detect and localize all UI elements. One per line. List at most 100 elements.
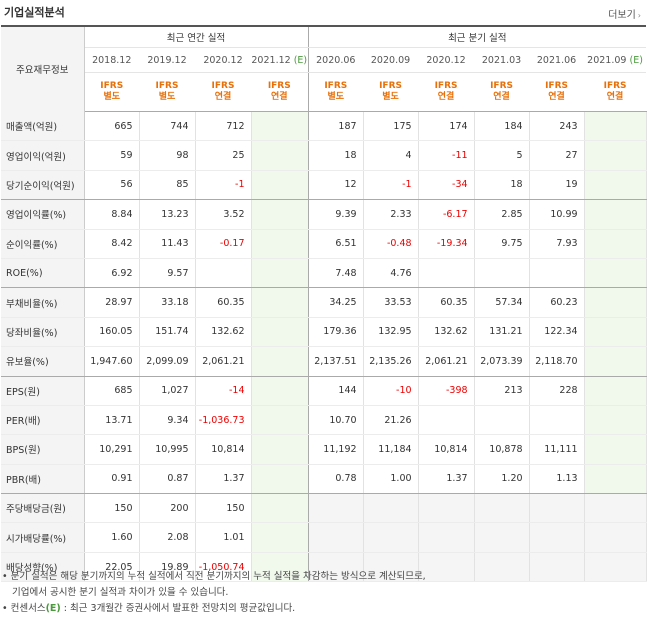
cell-quarter: 228 <box>529 376 585 406</box>
cell-quarter: 34.25 <box>308 287 364 318</box>
ifrs-badge: IFRS 연결 <box>490 81 513 103</box>
cell-quarter <box>584 493 647 524</box>
cell-quarter <box>363 552 419 583</box>
cell-annual: 1.37 <box>195 464 252 495</box>
row-label: 당좌비율(%) <box>1 317 85 348</box>
period-annual-3: 2021.12 (E) <box>251 47 309 73</box>
cell-quarter: 2,137.51 <box>308 346 364 377</box>
cell-annual: 1.01 <box>195 522 252 553</box>
table-row: 배당성향(%) 22.05 19.89 -1,050.74 <box>1 552 647 583</box>
cell-quarter <box>584 199 647 230</box>
cell-annual: 0.91 <box>84 464 140 495</box>
row-label: PER(배) <box>1 405 85 436</box>
cell-annual: 85 <box>139 170 196 201</box>
cell-quarter: 11,192 <box>308 434 364 465</box>
period-label: 2021.12 <box>251 54 291 66</box>
cell-quarter: 10.99 <box>529 199 585 230</box>
cell-annual: 744 <box>139 111 196 142</box>
cell-quarter: 6.51 <box>308 229 364 259</box>
ifrs-quarter-0: IFRS 별도 <box>308 72 364 112</box>
cell-quarter: 2.33 <box>363 199 419 230</box>
cell-annual: -1 <box>195 170 252 201</box>
cell-quarter <box>529 493 585 524</box>
ifrs-badge: IFRS 별도 <box>379 81 402 103</box>
cell-quarter <box>474 405 530 436</box>
cell-quarter: 4 <box>363 140 419 171</box>
table-row: 시가배당률(%) 1.60 2.08 1.01 <box>1 522 647 553</box>
cell-annual: 2,061.21 <box>195 346 252 377</box>
cell-annual <box>251 199 309 230</box>
estimate-mark: (E) <box>45 603 61 614</box>
cell-annual: 13.71 <box>84 405 140 436</box>
cell-annual: 685 <box>84 376 140 406</box>
cell-quarter: 174 <box>418 111 475 142</box>
period-quarter-1: 2020.09 <box>363 47 419 73</box>
cell-quarter: 60.23 <box>529 287 585 318</box>
cell-annual <box>251 287 309 318</box>
cell-quarter <box>418 522 475 553</box>
cell-annual: 0.87 <box>139 464 196 495</box>
cell-quarter: 2,061.21 <box>418 346 475 377</box>
table-row: PER(배) 13.71 9.34 -1,036.73 10.70 21.26 <box>1 405 647 436</box>
ifrs-label: IFRS <box>155 81 179 91</box>
table-row: 영업이익(억원) 59 98 25 18 4 -11 5 27 <box>1 140 647 171</box>
cell-annual <box>251 434 309 465</box>
ifrs-annual-3: IFRS 연결 <box>251 72 309 112</box>
cell-quarter: 10.70 <box>308 405 364 436</box>
ifrs-label: IFRS <box>267 81 291 91</box>
cell-quarter: 7.48 <box>308 258 364 289</box>
cell-quarter: 1.13 <box>529 464 585 495</box>
footnote-2-prefix: • 컨센서스 <box>2 603 46 614</box>
row-label: 순이익률(%) <box>1 229 85 259</box>
cell-quarter: 144 <box>308 376 364 406</box>
cell-quarter: 18 <box>308 140 364 171</box>
ifrs-label: IFRS <box>100 81 124 91</box>
cell-annual <box>251 493 309 524</box>
period-quarter-0: 2020.06 <box>308 47 364 73</box>
period-annual-0: 2018.12 <box>84 47 139 73</box>
table-row: 순이익률(%) 8.42 11.43 -0.17 6.51 -0.48 -19.34 9.75… <box>1 229 647 259</box>
estimate-mark: (E) <box>629 54 643 66</box>
more-link[interactable]: 더보기 › <box>608 6 641 21</box>
cell-annual: 6.92 <box>84 258 140 289</box>
cell-quarter <box>474 552 530 583</box>
section-title: 기업실적분석 <box>4 6 65 19</box>
period-quarter-4: 2021.06 <box>529 47 585 73</box>
table-row: 주당배당금(원) 150 200 150 <box>1 493 647 524</box>
cell-quarter: -1 <box>363 170 419 201</box>
cell-quarter: 132.62 <box>418 317 475 348</box>
basis-label: 별도 <box>158 92 176 102</box>
cell-quarter: 10,878 <box>474 434 530 465</box>
cell-quarter: 175 <box>363 111 419 142</box>
period-label: 2021.06 <box>536 54 577 66</box>
cell-quarter: -11 <box>418 140 475 171</box>
ifrs-badge: IFRS 별도 <box>324 81 347 103</box>
cell-quarter: 2,135.26 <box>363 346 419 377</box>
ifrs-badge: IFRS 연결 <box>435 81 458 103</box>
cell-annual: 665 <box>84 111 140 142</box>
cell-quarter <box>529 405 585 436</box>
cell-quarter <box>584 464 647 495</box>
cell-quarter: 187 <box>308 111 364 142</box>
cell-annual <box>195 258 252 289</box>
cell-annual <box>251 346 309 377</box>
group-header-quarter: 최근 분기 실적 <box>308 25 647 48</box>
table-row: PBR(배) 0.91 0.87 1.37 0.78 1.00 1.37 1.20 1.13 <box>1 464 647 495</box>
cell-quarter <box>529 552 585 583</box>
basis-label: 연결 <box>606 92 624 102</box>
row-label: 배당성향(%) <box>1 552 85 583</box>
footnote-1-cont: 기업에서 공시한 분기 실적과 차이가 있을 수 있습니다. <box>12 587 229 598</box>
cell-quarter: 1.37 <box>418 464 475 495</box>
cell-quarter <box>418 493 475 524</box>
period-quarter-5: 2021.09 (E) <box>584 47 647 73</box>
footnote-1: • 분기 실적은 해당 분기까지의 누적 실적에서 직전 분기까지의 누적 실적… <box>2 571 426 582</box>
cell-annual: 160.05 <box>84 317 140 348</box>
cell-quarter: 132.95 <box>363 317 419 348</box>
cell-quarter: 122.34 <box>529 317 585 348</box>
ifrs-label: IFRS <box>434 81 458 91</box>
more-link-label[interactable]: 더보기 <box>608 10 636 21</box>
row-label: ROE(%) <box>1 258 85 289</box>
cell-annual <box>251 405 309 436</box>
row-label: 부채비율(%) <box>1 287 85 318</box>
cell-quarter <box>529 522 585 553</box>
